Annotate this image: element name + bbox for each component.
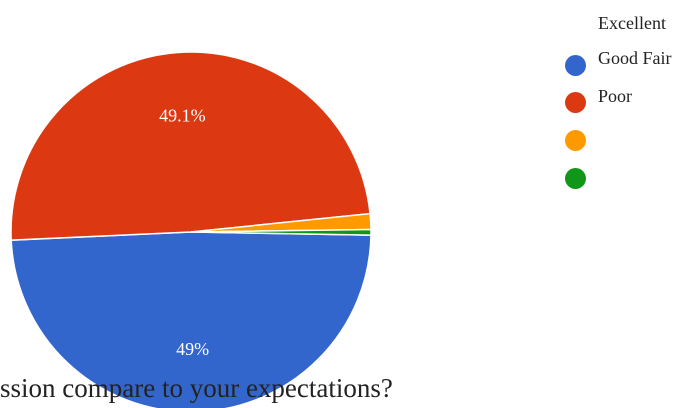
legend-swatch-orange [565,130,586,151]
legend-title: Excellent [598,13,666,33]
legend-swatch-green [565,168,586,189]
pie-slice [10,231,372,408]
legend-item-label: Poor [598,86,633,106]
pie-slice [190,228,372,236]
pie-slice [10,51,371,241]
slice-data-label: 49.1% [159,105,206,125]
legend-item-label: Good Fair [598,48,672,68]
question-text: ssion compare to your expectations? [0,373,393,403]
legend-swatch-red [565,92,586,113]
legend-swatch-blue [565,55,586,76]
slice-data-label: 49% [176,339,209,359]
